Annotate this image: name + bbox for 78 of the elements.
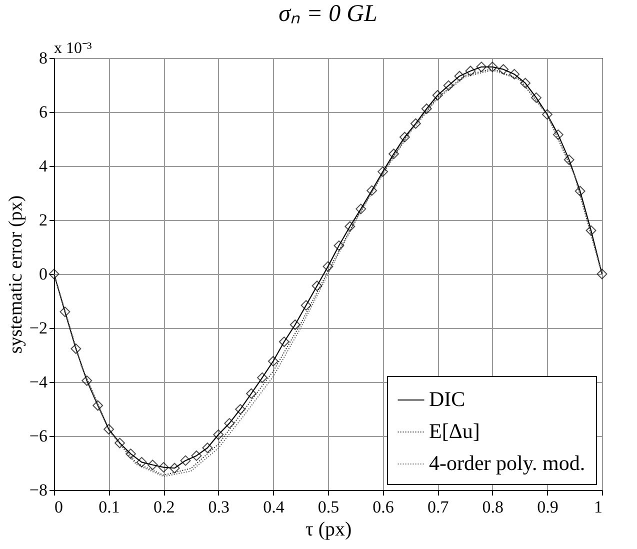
y-tick-label: 6 [39,102,48,122]
point [92,400,104,411]
y-tick-label: 0 [39,264,48,284]
x-tick-label: 0.3 [208,498,230,516]
point [542,109,552,120]
point [564,154,574,166]
point [191,450,202,461]
point [509,68,520,80]
point [300,300,312,311]
point [60,306,70,318]
point [48,268,60,280]
point [147,460,158,470]
point [366,185,378,196]
y-tick-label: −4 [29,372,48,392]
point [268,356,278,366]
point [378,166,388,177]
point [246,388,257,399]
point [530,92,542,103]
x-axis-title: τ (px) [305,518,352,540]
point [278,336,290,348]
point [322,261,334,272]
y-tick-label: 8 [39,48,48,68]
point [312,280,322,292]
point [586,225,596,236]
point [399,132,410,142]
point [410,118,421,129]
x-tick-label: 1 [594,498,602,516]
y-tick-label: −8 [29,480,48,500]
x-tick-label: 0.1 [98,498,120,516]
point [443,80,454,91]
x-tick-label: 0.2 [153,498,175,516]
point [136,456,147,468]
point [169,462,180,474]
legend-label: 4-order poly. mod. [429,451,586,475]
x-tick-label: 0 [54,498,63,516]
y-tick-label: 4 [39,156,48,176]
point [432,90,443,101]
x-tick-label: 0.9 [537,498,558,516]
point [454,70,465,82]
y-axis-title: systematic error (px) [5,195,26,354]
x-tick-label: 0.5 [318,498,340,516]
point [70,344,82,354]
point [256,372,268,383]
point [180,455,191,466]
point [224,418,235,429]
y-tick-label: −6 [29,426,48,446]
point [290,320,300,330]
x-tick-label: 0.6 [372,498,394,516]
point [104,424,114,434]
point [213,429,224,440]
point [235,404,246,415]
point [476,62,487,72]
point [388,148,400,160]
point [356,204,366,214]
point [125,448,136,460]
point [520,78,531,88]
y-tick-label: 2 [39,210,48,230]
point [334,240,344,251]
point [487,62,498,72]
point [82,375,92,386]
text: x 10⁻³ [54,40,92,57]
point [344,221,356,232]
point [596,268,608,280]
x-tick-label: 0.7 [427,498,450,516]
point [421,104,432,114]
legend-label: DIC [429,387,466,411]
point [465,66,476,76]
point [552,129,564,140]
chart-title: σₙ = 0 GL [278,1,378,27]
point [202,442,213,454]
point [158,462,169,473]
point [498,64,509,75]
y-tick-label: −2 [29,318,48,338]
point [574,186,586,196]
x-tick-label: 0.4 [263,498,285,516]
legend-label: E[Δu] [429,419,480,443]
point [114,438,126,448]
x-tick-label: 0.8 [482,498,504,516]
